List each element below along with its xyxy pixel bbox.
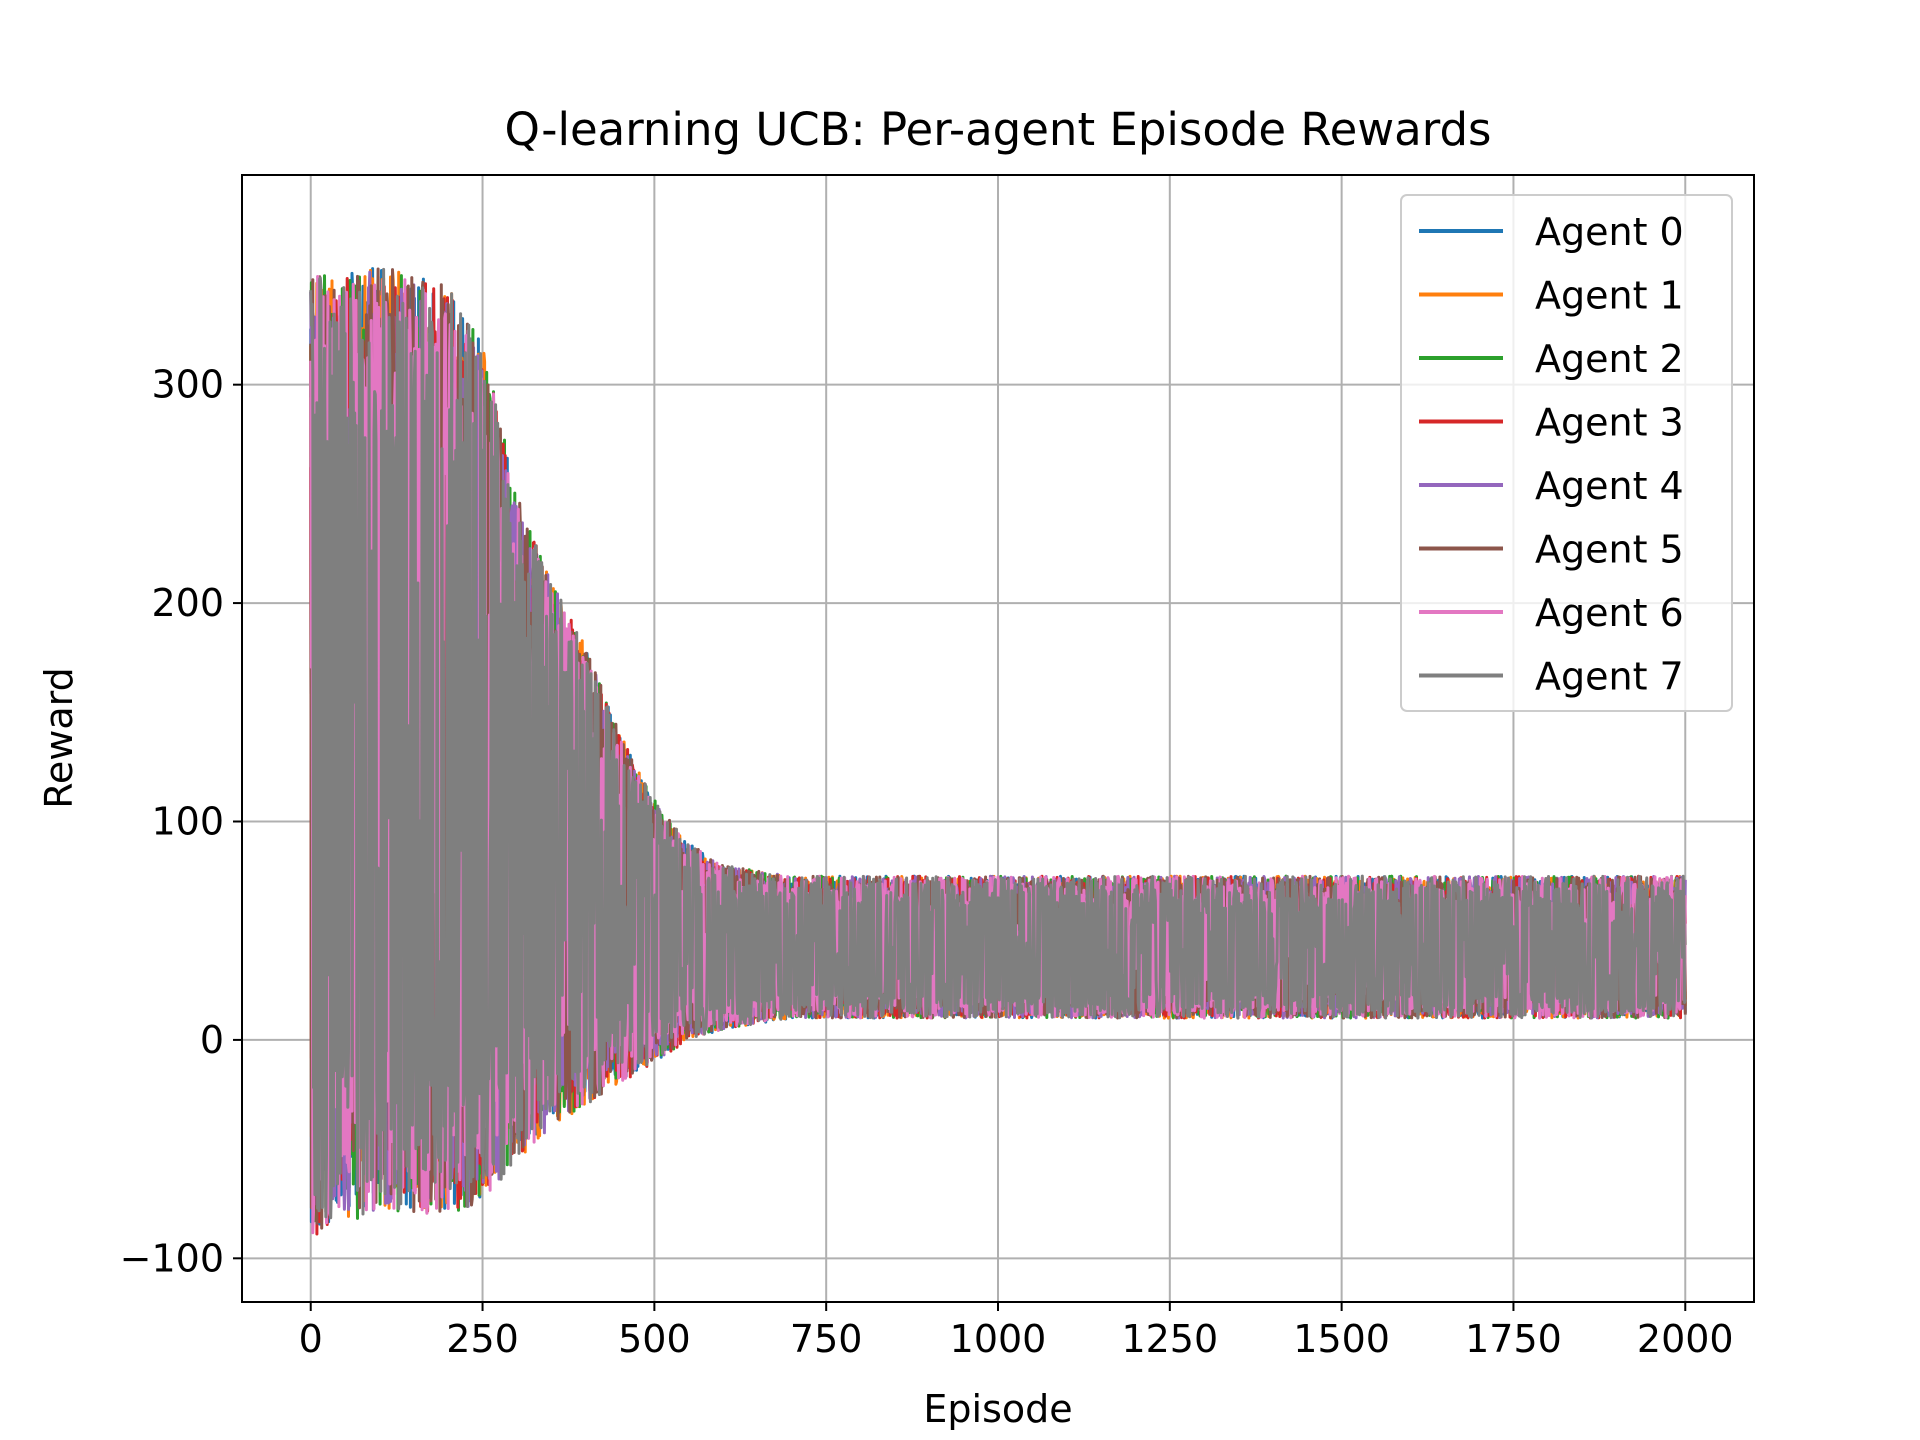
x-tick-label: 1000 [950, 1317, 1047, 1361]
x-tick-label: 1500 [1293, 1317, 1390, 1361]
legend: Agent 0 Agent 1 Agent 2 Agent 3 Agent 4 Agent… [1400, 194, 1733, 712]
legend-label: Agent 4 [1535, 464, 1684, 508]
legend-box [1400, 194, 1733, 712]
y-tick-label: 300 [151, 363, 224, 407]
x-tick-label: 1750 [1465, 1317, 1562, 1361]
legend-label: Agent 7 [1535, 655, 1684, 699]
y-tick-label: 100 [151, 799, 224, 843]
x-tick-label: 250 [446, 1317, 519, 1361]
x-tick-label: 500 [618, 1317, 691, 1361]
series-line [309, 267, 1687, 1220]
legend-label: Agent 1 [1535, 274, 1684, 318]
legend-label: Agent 3 [1535, 401, 1684, 445]
legend-label: Agent 6 [1535, 591, 1684, 635]
y-axis-title: Reward [37, 667, 81, 809]
y-tick-label: 200 [151, 581, 224, 625]
y-tick-label: 0 [200, 1018, 224, 1062]
x-tick-label: 2000 [1637, 1317, 1734, 1361]
x-tick-label: 750 [790, 1317, 863, 1361]
chart-title: Q-learning UCB: Per-agent Episode Reward… [505, 103, 1492, 156]
legend-label: Agent 0 [1535, 210, 1684, 254]
legend-label: Agent 5 [1535, 528, 1684, 572]
x-tick-label: 1250 [1121, 1317, 1218, 1361]
y-tick-label: −100 [120, 1236, 224, 1280]
legend-label: Agent 2 [1535, 337, 1684, 381]
x-tick-label: 0 [299, 1317, 323, 1361]
x-axis-title: Episode [923, 1387, 1072, 1431]
ticks: 0 250 500 750 1000 1250 1500 1750 2000 −100 0 100 20… [120, 363, 1734, 1361]
series-layer [309, 267, 1687, 1236]
